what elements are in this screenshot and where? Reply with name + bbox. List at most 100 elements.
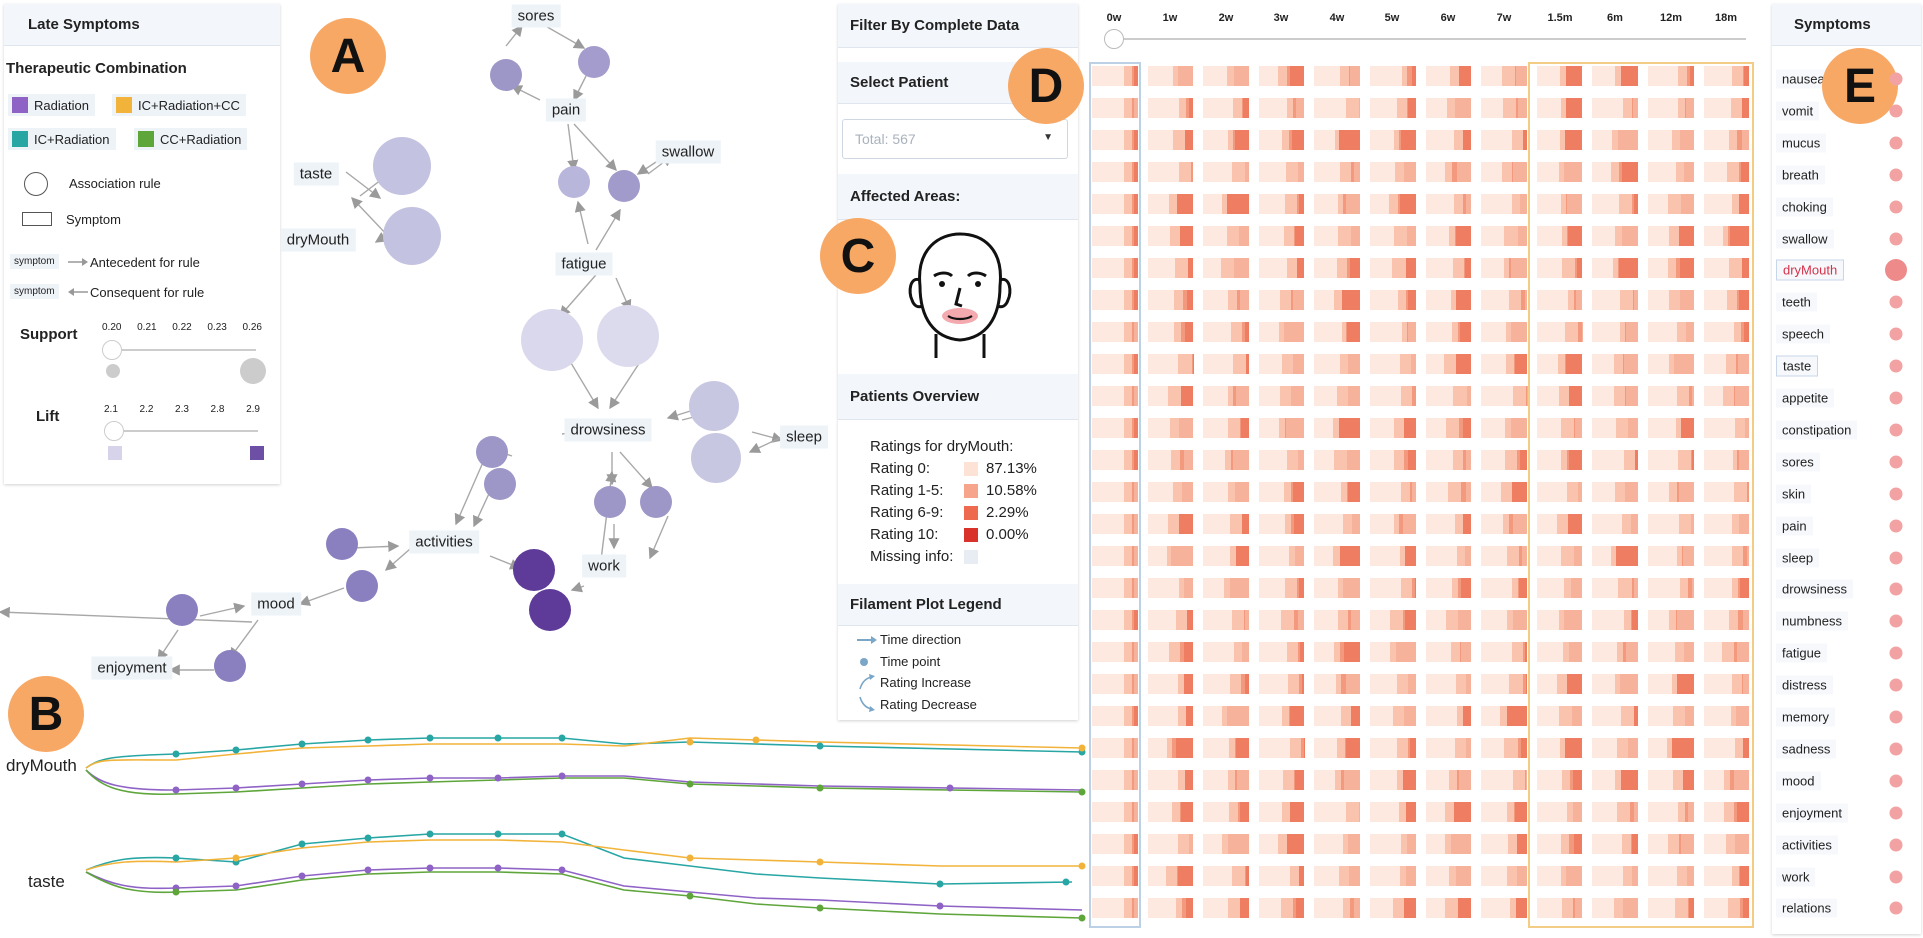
heatmap-cell[interactable]: [1258, 258, 1305, 278]
heatmap-cell[interactable]: [1703, 610, 1750, 630]
heatmap-cell[interactable]: [1147, 66, 1194, 86]
heatmap-cell[interactable]: [1092, 834, 1138, 854]
heatmap-cell[interactable]: [1481, 322, 1527, 342]
heatmap-cell[interactable]: [1592, 770, 1638, 790]
heatmap-cell[interactable]: [1703, 194, 1750, 214]
heatmap-cell[interactable]: [1592, 450, 1638, 470]
heatmap-cell[interactable]: [1648, 674, 1694, 694]
heatmap-cell[interactable]: [1648, 450, 1694, 470]
heatmap-cell[interactable]: [1592, 738, 1638, 758]
heatmap-cell[interactable]: [1703, 290, 1750, 310]
filament-row-drymouth[interactable]: dryMouth: [6, 756, 77, 775]
heatmap-cell[interactable]: [1481, 98, 1527, 118]
heatmap-cell[interactable]: [1258, 578, 1305, 598]
heatmap-cell[interactable]: [1481, 258, 1527, 278]
heatmap-cell[interactable]: [1648, 226, 1694, 246]
symptom-item-16[interactable]: drowsiness: [1776, 579, 1854, 599]
rule-circle[interactable]: [640, 486, 672, 518]
rule-circle[interactable]: [373, 137, 431, 195]
heatmap-cell[interactable]: [1147, 514, 1194, 534]
heatmap-cell[interactable]: [1092, 130, 1138, 150]
heatmap-cell[interactable]: [1370, 226, 1416, 246]
heatmap-cell[interactable]: [1092, 578, 1138, 598]
rule-circle[interactable]: [578, 46, 610, 78]
heatmap-cell[interactable]: [1314, 226, 1360, 246]
heatmap-cell[interactable]: [1425, 130, 1472, 150]
heatmap-cell[interactable]: [1536, 226, 1583, 246]
node-work[interactable]: work: [582, 554, 626, 578]
heatmap-cell[interactable]: [1314, 738, 1360, 758]
heatmap-cell[interactable]: [1147, 770, 1194, 790]
heatmap-cell[interactable]: [1425, 98, 1472, 118]
heatmap-cell[interactable]: [1536, 66, 1583, 86]
heatmap-cell[interactable]: [1703, 66, 1750, 86]
heatmap-cell[interactable]: [1592, 322, 1638, 342]
heatmap-cell[interactable]: [1703, 770, 1750, 790]
heatmap-cell[interactable]: [1536, 162, 1583, 182]
heatmap-cell[interactable]: [1425, 642, 1472, 662]
rule-circle[interactable]: [476, 436, 508, 468]
symptom-item-20[interactable]: memory: [1776, 707, 1835, 727]
heatmap-cell[interactable]: [1648, 898, 1694, 918]
heatmap-cell[interactable]: [1370, 866, 1416, 886]
node-swallow[interactable]: swallow: [655, 140, 721, 164]
heatmap-cell[interactable]: [1147, 98, 1194, 118]
heatmap-cell[interactable]: [1147, 322, 1194, 342]
heatmap-cell[interactable]: [1648, 290, 1694, 310]
heatmap-cell[interactable]: [1703, 450, 1750, 470]
heatmap-cell[interactable]: [1481, 482, 1527, 502]
rule-circle[interactable]: [166, 594, 198, 626]
node-fatigue[interactable]: fatigue: [555, 252, 613, 276]
heatmap-cell[interactable]: [1147, 578, 1194, 598]
heatmap-cell[interactable]: [1425, 322, 1472, 342]
heatmap-cell[interactable]: [1203, 578, 1249, 598]
rule-circle[interactable]: [326, 528, 358, 560]
symptom-item-1[interactable]: vomit: [1776, 101, 1820, 121]
heatmap-cell[interactable]: [1314, 386, 1360, 406]
heatmap-cell[interactable]: [1258, 802, 1305, 822]
heatmap-cell[interactable]: [1258, 386, 1305, 406]
heatmap-cell[interactable]: [1425, 802, 1472, 822]
heatmap-cell[interactable]: [1703, 738, 1750, 758]
support-slider-track[interactable]: [110, 349, 256, 351]
heatmap-cell[interactable]: [1314, 322, 1360, 342]
heatmap-cell[interactable]: [1592, 578, 1638, 598]
heatmap-cell[interactable]: [1314, 162, 1360, 182]
heatmap-cell[interactable]: [1592, 98, 1638, 118]
heatmap-cell[interactable]: [1370, 482, 1416, 502]
heatmap-cell[interactable]: [1536, 610, 1583, 630]
heatmap-cell[interactable]: [1258, 738, 1305, 758]
heatmap-cell[interactable]: [1203, 290, 1249, 310]
heatmap-cell[interactable]: [1314, 706, 1360, 726]
heatmap-cell[interactable]: [1092, 162, 1138, 182]
heatmap-cell[interactable]: [1703, 834, 1750, 854]
symptom-item-7[interactable]: teeth: [1776, 292, 1817, 312]
heatmap-cell[interactable]: [1370, 738, 1416, 758]
support-slider-handle[interactable]: [102, 340, 122, 360]
heatmap-cell[interactable]: [1481, 354, 1527, 374]
heatmap-cell[interactable]: [1425, 418, 1472, 438]
heatmap-cell[interactable]: [1425, 258, 1472, 278]
rule-circle[interactable]: [346, 570, 378, 602]
heatmap-cell[interactable]: [1536, 546, 1583, 566]
heatmap-cell[interactable]: [1203, 738, 1249, 758]
heatmap-cell[interactable]: [1203, 418, 1249, 438]
heatmap-cell[interactable]: [1147, 450, 1194, 470]
heatmap-cell[interactable]: [1536, 98, 1583, 118]
heatmap-cell[interactable]: [1314, 354, 1360, 374]
heatmap-cell[interactable]: [1258, 290, 1305, 310]
rule-circle[interactable]: [529, 589, 571, 631]
heatmap-cell[interactable]: [1314, 66, 1360, 86]
heatmap-cell[interactable]: [1481, 706, 1527, 726]
heatmap-cell[interactable]: [1203, 834, 1249, 854]
heatmap-cell[interactable]: [1536, 642, 1583, 662]
heatmap-cell[interactable]: [1536, 258, 1583, 278]
heatmap-cell[interactable]: [1203, 130, 1249, 150]
heatmap-cell[interactable]: [1648, 66, 1694, 86]
heatmap-cell[interactable]: [1147, 610, 1194, 630]
heatmap-cell[interactable]: [1592, 642, 1638, 662]
heatmap-cell[interactable]: [1314, 610, 1360, 630]
heatmap-cell[interactable]: [1203, 866, 1249, 886]
heatmap-cell[interactable]: [1425, 610, 1472, 630]
heatmap-cell[interactable]: [1147, 354, 1194, 374]
